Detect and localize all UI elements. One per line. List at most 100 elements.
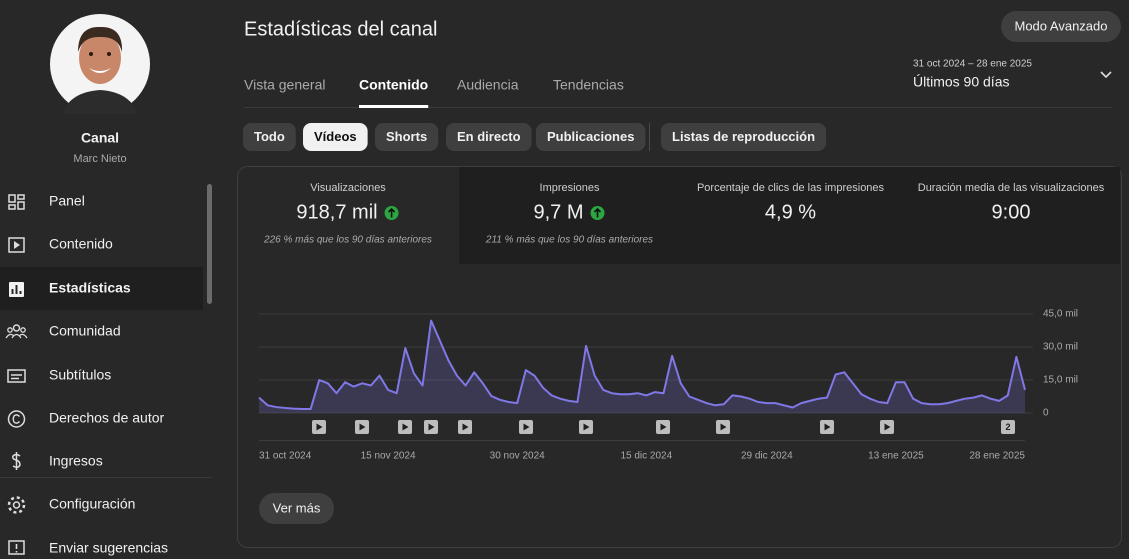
x-tick-label: 15 dic 2024 xyxy=(620,451,672,462)
x-tick-label: 28 ene 2025 xyxy=(969,451,1025,462)
scrollbar xyxy=(207,184,212,304)
icon-part xyxy=(11,285,22,294)
upload-marker-icon xyxy=(523,423,530,431)
filter-chip-label: Publicaciones xyxy=(547,129,634,144)
nav-item[interactable]: Subtítulos xyxy=(7,367,111,383)
tab[interactable]: Audiencia xyxy=(457,77,519,93)
filter-chip[interactable] xyxy=(243,123,296,151)
nav-item[interactable]: Enviar sugerencias xyxy=(8,540,168,556)
metric-note: 226 % más que los 90 días anteriores xyxy=(263,235,432,246)
channel-name: Marc Nieto xyxy=(73,153,126,165)
metric-value: 4,9 % xyxy=(765,201,816,223)
more-button[interactable] xyxy=(259,493,334,524)
metric-label: Visualizaciones xyxy=(310,182,386,194)
upload-marker-icon xyxy=(316,423,323,431)
filter-chip-label: Listas de reproducción xyxy=(672,129,815,144)
icon-part xyxy=(7,496,26,514)
metric-value: 918,7 mil xyxy=(296,201,377,223)
upload-marker-icon xyxy=(583,423,590,431)
icon-part xyxy=(12,501,21,509)
icon-part xyxy=(17,194,25,200)
metric-value: 9,7 M xyxy=(533,201,583,223)
nav-label: Ingresos xyxy=(49,453,103,469)
upload-marker-icon xyxy=(660,423,667,431)
icon-part xyxy=(7,410,26,428)
upload-marker-icon xyxy=(359,423,366,431)
upload-marker-icon xyxy=(884,423,891,431)
icon-part xyxy=(11,374,22,380)
metric-label: Porcentaje de clics de las impresiones xyxy=(697,182,885,194)
nav-label: Subtítulos xyxy=(49,367,111,383)
upload-marker-count: 2 xyxy=(1005,422,1010,432)
metric-tiles: Visualizaciones 918,7 mil 226 % más que lo… xyxy=(263,167,1120,264)
tabs: Vista general Contenido Audiencia Tendencia… xyxy=(244,77,624,108)
tab[interactable]: Tendencias xyxy=(553,77,624,93)
upload-marker-icon xyxy=(720,423,727,431)
filter-chip-label: Todo xyxy=(254,129,285,144)
filter-chip[interactable] xyxy=(661,123,827,151)
metric-note: 211 % más que los 90 días anteriores xyxy=(485,235,653,246)
filter-chip[interactable] xyxy=(375,123,439,151)
upload-marker-icon xyxy=(428,423,435,431)
date-range: 31 oct 2024 – 28 ene 2025 xyxy=(913,59,1032,70)
filter-chip-label: Shorts xyxy=(386,129,427,144)
nav-item[interactable]: Comunidad xyxy=(5,323,121,339)
icon-part xyxy=(8,194,16,203)
nav-item[interactable]: Estadísticas xyxy=(9,280,131,297)
advanced-button[interactable] xyxy=(1001,11,1121,42)
trend-up-arrow xyxy=(388,207,396,218)
y-tick-label: 15,0 mil xyxy=(1043,375,1078,386)
period-dropdown[interactable] xyxy=(1100,71,1112,79)
channel-label: Canal xyxy=(81,130,119,146)
upload-marker-group[interactable] xyxy=(1001,420,1015,434)
nav-active-bg xyxy=(0,267,203,310)
filter-chip[interactable] xyxy=(446,123,532,151)
filter-chip[interactable] xyxy=(303,123,368,151)
trend-up-arrow xyxy=(593,207,602,218)
y-tick-label: 0 xyxy=(1043,408,1049,419)
chart: 0 15,0 mil 30,0 mil 45,0 mil 2 31 oct 2024 15 … xyxy=(258,309,1078,462)
icon-part xyxy=(14,241,20,249)
tab[interactable]: Vista general xyxy=(244,77,325,93)
tab[interactable]: Contenido xyxy=(359,77,428,93)
avatar xyxy=(50,14,150,114)
icon-part xyxy=(8,237,25,253)
y-tick-label: 45,0 mil xyxy=(1043,309,1078,320)
y-tick-label: 30,0 mil xyxy=(1043,342,1078,353)
period: Últimos 90 días xyxy=(913,74,1009,90)
page-title: Estadísticas del canal xyxy=(244,18,437,40)
nav-item[interactable]: Panel xyxy=(8,193,85,210)
icon-part xyxy=(12,452,21,470)
icon-part xyxy=(7,369,26,383)
nav-label: Estadísticas xyxy=(49,280,131,296)
x-tick-label: 31 oct 2024 xyxy=(259,451,312,462)
nav-item[interactable]: Derechos de autor xyxy=(7,410,165,428)
sidebar-nav: Panel Contenido Estadísticas Comunidad Subtí… xyxy=(0,193,212,556)
metric-tile-bg xyxy=(680,167,901,264)
more-button-label: Ver más xyxy=(273,500,321,515)
filter-chip-label: En directo xyxy=(457,129,521,144)
tab-indicator xyxy=(359,105,429,108)
nav-item[interactable]: Configuración xyxy=(7,496,135,514)
area-fill xyxy=(259,320,1025,413)
icon-part xyxy=(12,414,20,424)
nav-label: Configuración xyxy=(49,496,135,512)
nav-label: Derechos de autor xyxy=(49,410,165,426)
x-tick-label: 13 ene 2025 xyxy=(868,451,924,462)
metric-value: 9:00 xyxy=(992,201,1031,223)
line-series xyxy=(258,319,1026,411)
metric-label: Duración media de las visualizaciones xyxy=(918,182,1105,194)
nav-label: Comunidad xyxy=(49,323,121,339)
nav-item[interactable]: Ingresos xyxy=(12,452,103,470)
metric-tile-bg xyxy=(901,167,1120,264)
icon-part xyxy=(17,201,25,210)
advanced-button-label: Modo Avanzado xyxy=(1015,18,1108,33)
upload-marker-icon xyxy=(824,423,831,431)
nav-item[interactable]: Contenido xyxy=(8,236,113,253)
upload-marker-icon xyxy=(402,423,409,431)
metric-label: Impresiones xyxy=(540,182,600,194)
filter-chip[interactable] xyxy=(536,123,646,151)
